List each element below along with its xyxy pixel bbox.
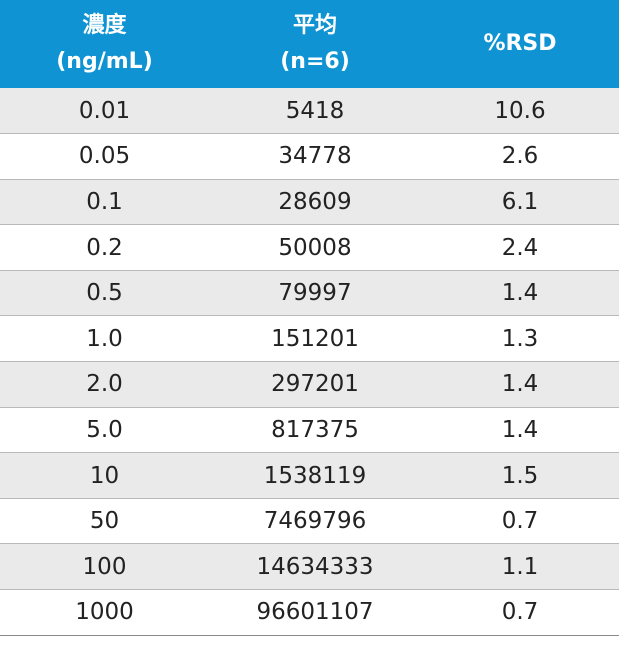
table-row: 1.0 151201 1.3 [0,315,619,363]
header-concentration: 濃度 (ng/mL) [0,0,209,88]
header-average-n: (n=6) [280,49,350,74]
average-cell: 28609 [209,179,421,226]
concentration-cell: 50 [0,498,209,545]
rsd-cell: 10.6 [421,88,619,135]
average-cell: 297201 [209,361,421,408]
concentration-cell: 0.5 [0,270,209,317]
rsd-cell: 1.4 [421,361,619,408]
average-cell: 14634333 [209,543,421,591]
table-row: 50 7469796 0.7 [0,498,619,545]
concentration-cell: 2.0 [0,361,209,408]
table-row: 10 1538119 1.5 [0,452,619,499]
concentration-cell: 0.1 [0,179,209,226]
rsd-cell: 2.6 [421,133,619,180]
concentration-cell: 10 [0,452,209,499]
table-row: 0.2 50008 2.4 [0,224,619,271]
average-cell: 79997 [209,270,421,317]
average-cell: 1538119 [209,452,421,499]
concentration-cell: 5.0 [0,407,209,454]
header-average: 平均 (n=6) [209,0,421,88]
rsd-cell: 1.1 [421,543,619,591]
average-cell: 7469796 [209,498,421,545]
header-concentration-unit: (ng/mL) [56,49,153,74]
rsd-cell: 6.1 [421,179,619,226]
header-rsd-label: %RSD [483,31,557,56]
average-cell: 96601107 [209,589,421,636]
concentration-cell: 100 [0,543,209,591]
header-average-label: 平均 [292,13,337,38]
header-concentration-label: 濃度 [82,13,127,38]
table-row: 0.1 28609 6.1 [0,179,619,226]
average-cell: 50008 [209,224,421,271]
table-row: 5.0 817375 1.4 [0,407,619,454]
average-cell: 817375 [209,407,421,454]
table-row: 100 14634333 1.1 [0,543,619,591]
rsd-cell: 0.7 [421,498,619,545]
rsd-cell: 1.4 [421,270,619,317]
table-body: 0.01 5418 10.6 0.05 34778 2.6 0.1 28609 6.1 0.2 50… [0,88,619,636]
table-row: 0.5 79997 1.4 [0,270,619,317]
rsd-cell: 1.3 [421,315,619,363]
table-row: 0.05 34778 2.6 [0,133,619,180]
table-row: 0.01 5418 10.6 [0,88,619,135]
concentration-cell: 0.05 [0,133,209,180]
header-row: 濃度 (ng/mL) 平均 (n=6) %RSD [0,0,619,88]
table-row: 1000 96601107 0.7 [0,589,619,636]
average-cell: 151201 [209,315,421,363]
table-header: 濃度 (ng/mL) 平均 (n=6) %RSD [0,0,619,88]
header-rsd: %RSD [421,0,619,88]
concentration-cell: 0.2 [0,224,209,271]
rsd-cell: 1.5 [421,452,619,499]
concentration-cell: 0.01 [0,88,209,135]
rsd-cell: 1.4 [421,407,619,454]
average-cell: 5418 [209,88,421,135]
average-cell: 34778 [209,133,421,180]
rsd-cell: 0.7 [421,589,619,636]
table-row: 2.0 297201 1.4 [0,361,619,408]
rsd-cell: 2.4 [421,224,619,271]
concentration-cell: 1.0 [0,315,209,363]
concentration-cell: 1000 [0,589,209,636]
